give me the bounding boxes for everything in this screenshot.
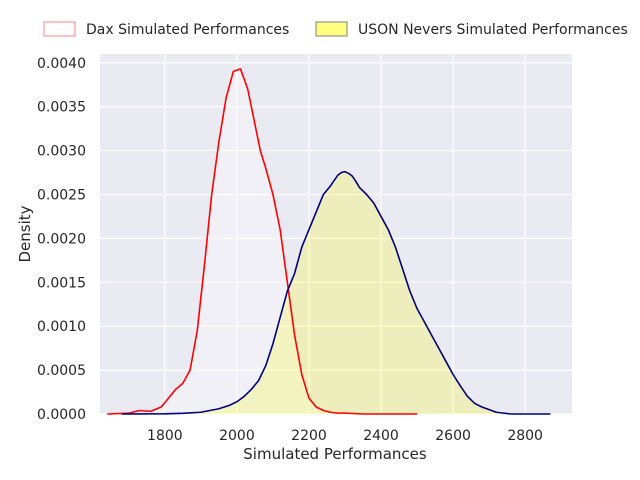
- y-tick-label: 0.0000: [37, 407, 86, 423]
- y-tick-label: 0.0025: [37, 187, 86, 203]
- y-tick-label: 0.0005: [37, 363, 86, 379]
- series-fill-1: [121, 171, 551, 414]
- y-axis-label: Density: [16, 205, 34, 262]
- x-tick-label: 2400: [363, 428, 399, 444]
- y-tick-label: 0.0040: [37, 56, 86, 72]
- gridlines: [100, 54, 572, 415]
- y-tick-labels: 0.0000 0.0005 0.0010 0.0015 0.0020 0.0025 0.00…: [37, 56, 86, 423]
- series-line-1: [121, 170, 551, 415]
- y-tick-label: 0.0015: [37, 275, 86, 291]
- plot-area: [100, 54, 572, 414]
- x-axis-label: Simulated Performances: [243, 445, 427, 463]
- series-line-0: [107, 68, 418, 415]
- legend: Dax Simulated Performances USON Nevers S…: [43, 21, 628, 38]
- legend-label-dax: Dax Simulated Performances: [86, 22, 289, 38]
- x-tick-label: 1800: [147, 428, 183, 444]
- y-tick-label: 0.0030: [37, 144, 86, 160]
- x-tick-label: 2600: [435, 428, 471, 444]
- y-tick-label: 0.0020: [37, 231, 86, 247]
- y-tick-label: 0.0035: [37, 100, 86, 116]
- series-lines: [107, 68, 551, 415]
- legend-swatch-uson: [315, 21, 348, 37]
- series-fill-0: [107, 68, 418, 415]
- x-tick-labels: 1800 2000 2200 2400 2600 2800: [147, 428, 543, 444]
- x-tick-label: 2000: [219, 428, 255, 444]
- x-tick-label: 2800: [507, 428, 543, 444]
- y-tick-label: 0.0010: [37, 319, 86, 335]
- legend-label-uson: USON Nevers Simulated Performances: [358, 22, 628, 38]
- x-tick-label: 2200: [291, 428, 327, 444]
- legend-swatch-dax: [43, 21, 76, 37]
- series-fills: [107, 68, 551, 415]
